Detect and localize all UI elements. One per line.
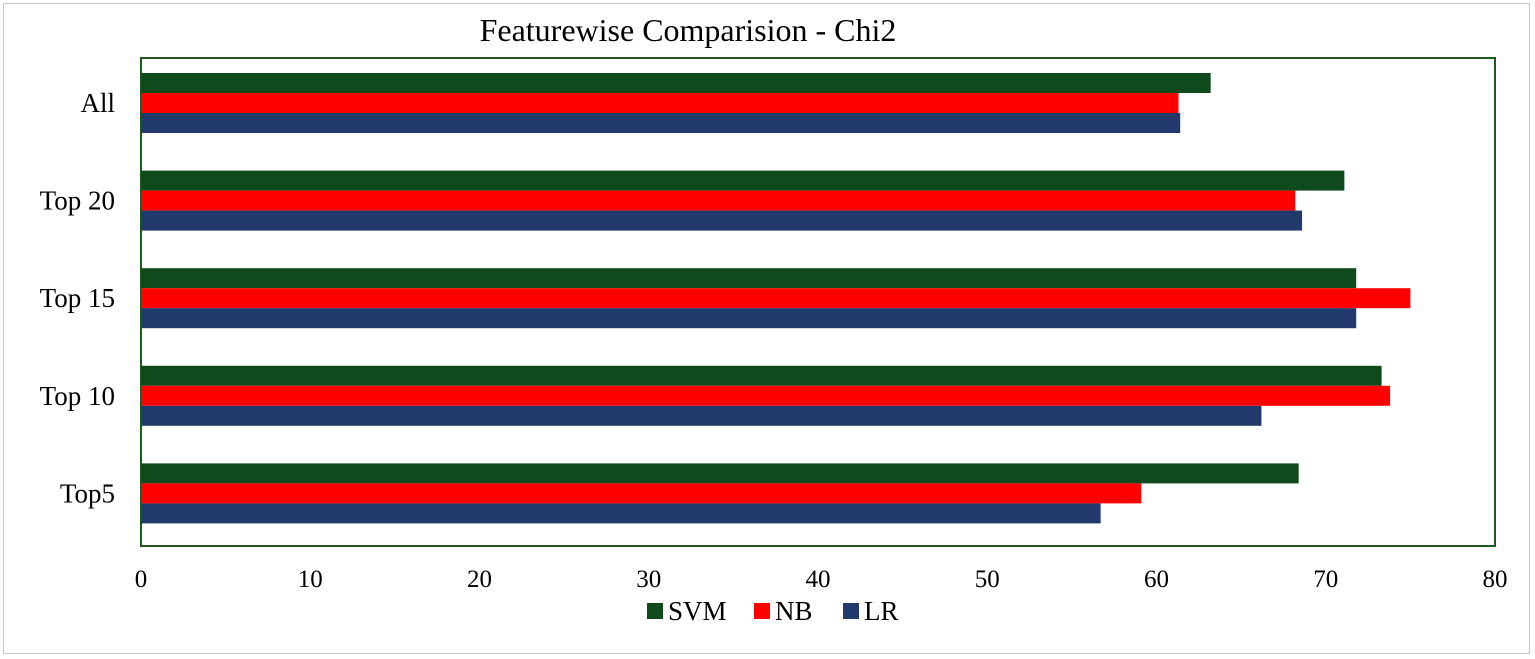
bar-lr-top20 bbox=[141, 210, 1303, 231]
category-label: All bbox=[80, 88, 115, 118]
bar-nb-top15 bbox=[141, 288, 1411, 309]
bar-nb-top20 bbox=[141, 190, 1296, 211]
legend-label-svm: SVM bbox=[668, 596, 727, 626]
legend-swatch-nb bbox=[754, 603, 770, 619]
bar-lr-top15 bbox=[141, 308, 1357, 329]
x-tick-label: 30 bbox=[636, 566, 661, 593]
x-tick-label: 20 bbox=[467, 566, 492, 593]
category-labels: All Top 20 Top 15 Top 10 Top5 bbox=[40, 88, 115, 508]
chart-title: Featurewise Comparision - Chi2 bbox=[480, 12, 897, 48]
legend-label-lr: LR bbox=[864, 596, 899, 626]
bar-nb-top10 bbox=[141, 385, 1391, 406]
legend-swatch-svm bbox=[647, 603, 663, 619]
x-tick-label: 10 bbox=[298, 566, 323, 593]
bar-lr-top5 bbox=[141, 503, 1101, 524]
bars-group bbox=[141, 73, 1411, 524]
x-tick-label: 0 bbox=[135, 566, 148, 593]
category-label: Top 10 bbox=[40, 381, 115, 411]
x-tick-label: 60 bbox=[1144, 566, 1169, 593]
x-tick-label: 50 bbox=[975, 566, 1000, 593]
category-label: Top 15 bbox=[40, 283, 115, 313]
legend-swatch-lr bbox=[843, 603, 859, 619]
bar-lr-all bbox=[141, 113, 1181, 133]
category-label: Top5 bbox=[60, 478, 115, 508]
x-tick-label: 40 bbox=[806, 566, 831, 593]
bar-svm-top15 bbox=[141, 268, 1357, 289]
legend-label-nb: NB bbox=[775, 596, 813, 626]
bar-svm-all bbox=[141, 73, 1211, 93]
bar-nb-all bbox=[141, 93, 1179, 113]
x-tick-label: 80 bbox=[1483, 566, 1508, 593]
x-axis-ticks: 0 10 20 30 40 50 60 70 80 bbox=[135, 566, 1508, 593]
x-tick-label: 70 bbox=[1313, 566, 1338, 593]
bar-svm-top5 bbox=[141, 463, 1299, 484]
bar-svm-top10 bbox=[141, 365, 1382, 386]
bar-lr-top10 bbox=[141, 405, 1262, 426]
bar-nb-top5 bbox=[141, 483, 1142, 504]
legend: SVM NB LR bbox=[647, 596, 899, 626]
bar-svm-top20 bbox=[141, 170, 1345, 191]
category-label: Top 20 bbox=[40, 186, 115, 216]
